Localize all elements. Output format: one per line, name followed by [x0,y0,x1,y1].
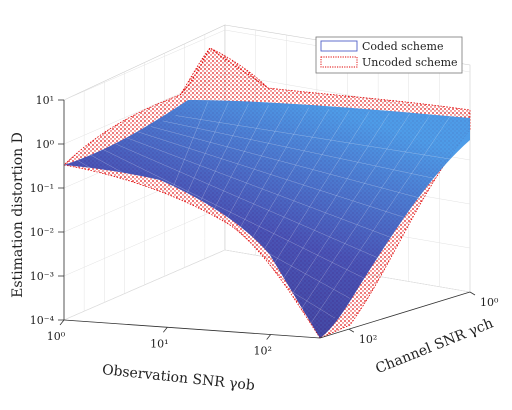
x-tick-mark [163,327,168,333]
z-tick-label: 10⁻³ [30,270,54,283]
mesh-line [274,112,390,293]
mesh-line [182,102,229,203]
legend-uncoded-swatch [320,56,358,68]
mesh-line [175,115,456,160]
legend-coded-swatch [320,40,358,52]
mesh-line [88,153,351,299]
z-axis-ticks: 10⁻⁴ 10⁻³ 10⁻² 10⁻¹ 10⁰ 10¹ [30,94,64,327]
mesh-line [285,114,410,305]
mesh-line [228,107,310,248]
y-tick-label: 10⁰ [480,296,499,309]
legend: Coded scheme Uncoded scheme [315,36,463,74]
mesh-line [113,142,381,259]
z-tick-label: 10⁻² [30,226,54,239]
legend-coded-label: Coded scheme [362,40,443,53]
mesh-line [150,126,426,200]
mesh-line [216,106,289,237]
uncoded-peak-ridge [179,47,269,96]
mesh-line [296,115,430,316]
mesh-line [239,108,330,260]
y-tick-mark [348,328,355,333]
x-axis-label: Observation SNR γob [101,362,255,394]
mesh-line [205,105,269,226]
coded-surface-body [64,100,470,338]
z-tick-label: 10⁻⁴ [30,314,55,327]
x-tick-label: 10⁰ [47,330,66,343]
coded-surface-mesh [76,101,456,327]
mesh-line [76,159,336,319]
x-tick-mark [59,319,65,326]
y-axis-label: Channel SNR γch [373,315,495,377]
z-tick-label: 10⁻¹ [30,182,54,195]
x-tick-mark [266,334,272,340]
mesh-line [262,111,370,282]
mesh-line [308,116,451,327]
x-axis-ticks: 10⁰ 10¹ 10² [47,319,272,358]
z-tick-label: 10¹ [36,94,54,107]
z-axis-label: Estimation distortion D [10,132,26,298]
mesh-line [163,120,441,180]
legend-uncoded-label: Uncoded scheme [362,56,458,69]
mesh-line [138,131,411,220]
mesh-line [171,101,209,192]
coded-scheme-surface [64,100,470,338]
mesh-line [194,103,249,214]
y-tick-label: 10² [359,333,377,346]
z-tick-label: 10⁰ [36,138,55,151]
x-tick-label: 10¹ [150,337,168,350]
y-tick-mark [469,291,476,296]
x-tick-label: 10² [253,345,271,358]
mesh-line [101,148,366,279]
mesh-line [251,110,350,271]
y-axis-ticks: 10⁰ 10² [348,291,499,346]
axes [63,100,471,339]
mesh-line [125,137,396,240]
